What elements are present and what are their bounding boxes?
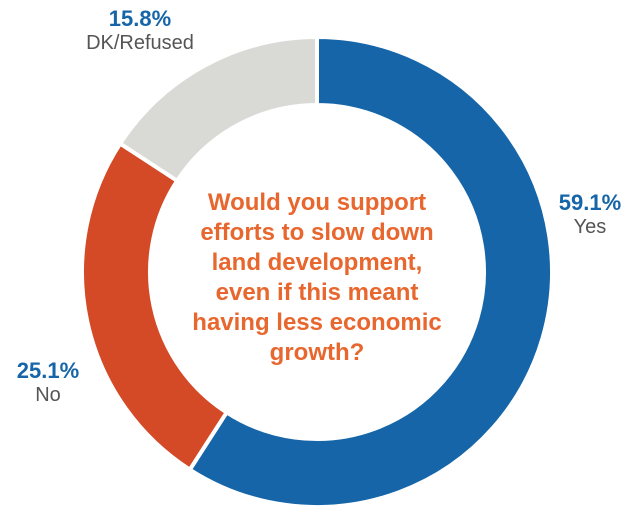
slice-dk-refused	[117, 34, 319, 184]
slice-no	[80, 140, 230, 473]
slice-value-label: 59.1%	[558, 190, 622, 215]
slice-label-yes: 59.1% Yes	[548, 190, 632, 239]
center-question-line: growth?	[269, 339, 365, 366]
slice-label-no: 25.1% No	[6, 358, 90, 407]
slice-yes	[187, 34, 554, 508]
slice-category-label: No	[35, 384, 61, 406]
slice-category-label: DK/Refused	[86, 32, 194, 54]
slice-label-dk-refused: 15.8% DK/Refused	[60, 6, 220, 55]
center-question-line: land development,	[211, 249, 423, 276]
chart-center-question: Would you support efforts to slow down l…	[176, 188, 458, 368]
center-question-line: even if this meant	[215, 279, 419, 306]
slice-category-label: Yes	[573, 216, 607, 238]
slice-value-label: 25.1%	[16, 358, 80, 383]
slice-value-label: 15.8%	[108, 6, 172, 31]
center-question-line: efforts to slow down	[200, 219, 434, 246]
center-question-line: having less economic	[192, 309, 442, 336]
center-question-line: Would you support	[207, 189, 427, 216]
